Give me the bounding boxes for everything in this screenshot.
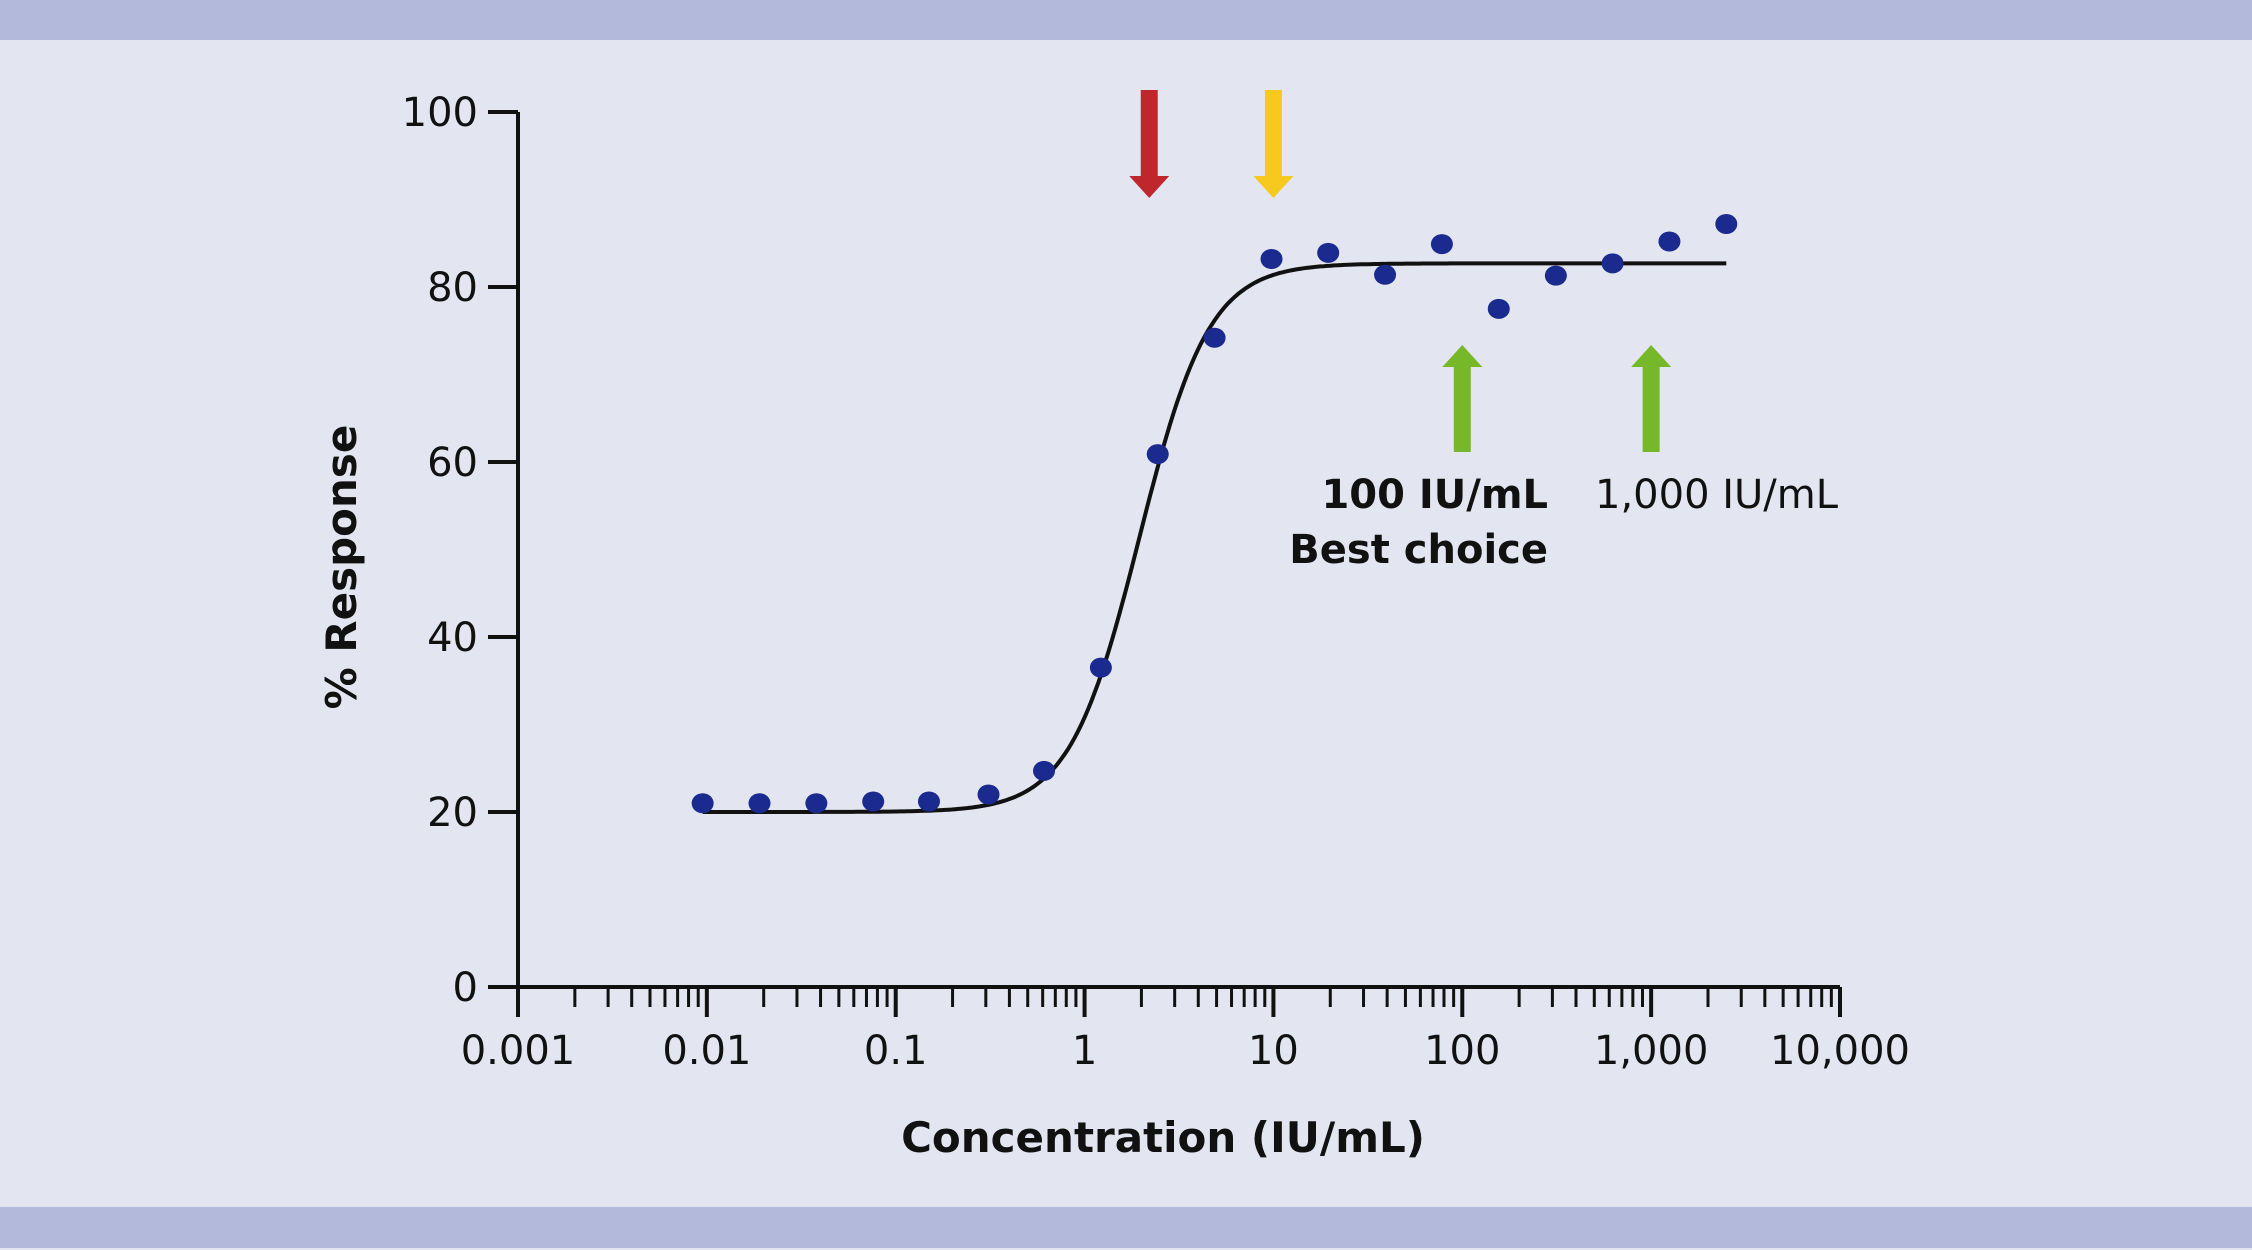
data-point — [862, 791, 885, 812]
fit-curve — [702, 261, 1727, 814]
top-band — [0, 0, 2252, 40]
data-point — [1260, 249, 1283, 269]
data-point — [805, 793, 828, 814]
data-point — [1430, 234, 1453, 255]
data-point — [1317, 242, 1340, 263]
data-point — [1146, 444, 1169, 465]
data-point — [1374, 264, 1397, 285]
y-tick-label: 100 — [402, 90, 478, 136]
x-tick-label: 10 — [1248, 1028, 1299, 1074]
axes: 0 20 40 60 80 100 0.001 0.01 0.1 1 10 100 1,000 10,00… — [402, 90, 1910, 1074]
x-tick-label: 0.01 — [662, 1028, 751, 1074]
annotations — [1129, 90, 1672, 452]
y-tick-label: 0 — [453, 965, 478, 1011]
data-point — [977, 784, 1000, 805]
y-tick-label: 80 — [427, 265, 478, 311]
data-point — [1033, 760, 1056, 781]
x-tick-label: 100 — [1424, 1028, 1500, 1074]
x-tick-label: 10,000 — [1770, 1028, 1910, 1074]
x-axis-title: Concentration (IU/mL) — [901, 1113, 1425, 1162]
arrow-down-icon — [1253, 90, 1294, 198]
data-point — [1601, 253, 1624, 274]
data-point — [1089, 657, 1112, 678]
x-tick-label: 1 — [1072, 1028, 1097, 1074]
data-point — [1487, 298, 1510, 319]
data-point — [917, 791, 940, 812]
data-point — [1544, 265, 1567, 286]
x-tick-label: 0.1 — [864, 1028, 928, 1074]
annotation-label-1000: 1,000 IU/mL — [1595, 472, 1839, 518]
y-axis-title: % Response — [317, 425, 366, 710]
x-tick-label: 0.001 — [461, 1028, 576, 1074]
x-tick-label: 1,000 — [1594, 1028, 1709, 1074]
data-point — [691, 793, 714, 814]
annotation-label-100: 100 IU/mL — [1321, 472, 1548, 518]
fit-curve-group — [702, 261, 1727, 814]
data-point — [1715, 214, 1738, 234]
data-point — [748, 793, 771, 814]
arrow-up-icon — [1631, 345, 1672, 452]
y-tick-label: 20 — [427, 790, 478, 836]
data-points — [691, 214, 1738, 814]
data-point — [1203, 327, 1226, 348]
y-tick-label: 60 — [427, 440, 478, 486]
data-point — [1658, 231, 1681, 252]
arrow-down-icon — [1129, 90, 1170, 198]
annotation-sublabel-best-choice: Best choice — [1289, 527, 1548, 573]
y-tick-label: 40 — [427, 615, 478, 661]
arrow-up-icon — [1442, 345, 1483, 452]
bottom-band — [0, 1207, 2252, 1248]
